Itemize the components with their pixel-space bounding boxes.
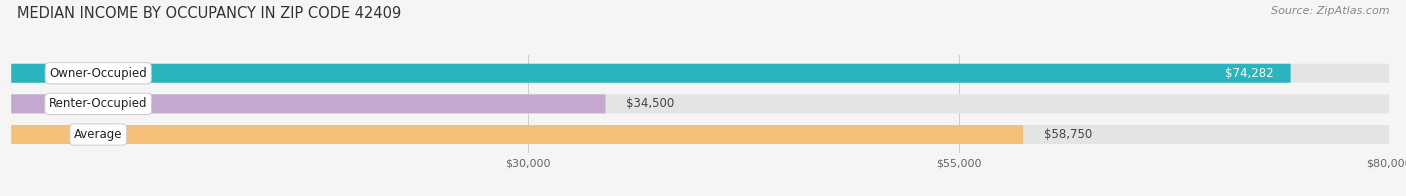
Text: $34,500: $34,500 — [626, 97, 675, 110]
FancyBboxPatch shape — [11, 125, 1024, 144]
FancyBboxPatch shape — [11, 64, 1291, 83]
Text: Average: Average — [75, 128, 122, 141]
Text: $74,282: $74,282 — [1225, 67, 1274, 80]
Text: $58,750: $58,750 — [1043, 128, 1092, 141]
Text: MEDIAN INCOME BY OCCUPANCY IN ZIP CODE 42409: MEDIAN INCOME BY OCCUPANCY IN ZIP CODE 4… — [17, 6, 401, 21]
FancyBboxPatch shape — [11, 64, 1389, 83]
Text: Owner-Occupied: Owner-Occupied — [49, 67, 148, 80]
FancyBboxPatch shape — [11, 125, 1389, 144]
Text: Source: ZipAtlas.com: Source: ZipAtlas.com — [1271, 6, 1389, 16]
Text: Renter-Occupied: Renter-Occupied — [49, 97, 148, 110]
FancyBboxPatch shape — [11, 94, 606, 113]
FancyBboxPatch shape — [11, 94, 1389, 113]
